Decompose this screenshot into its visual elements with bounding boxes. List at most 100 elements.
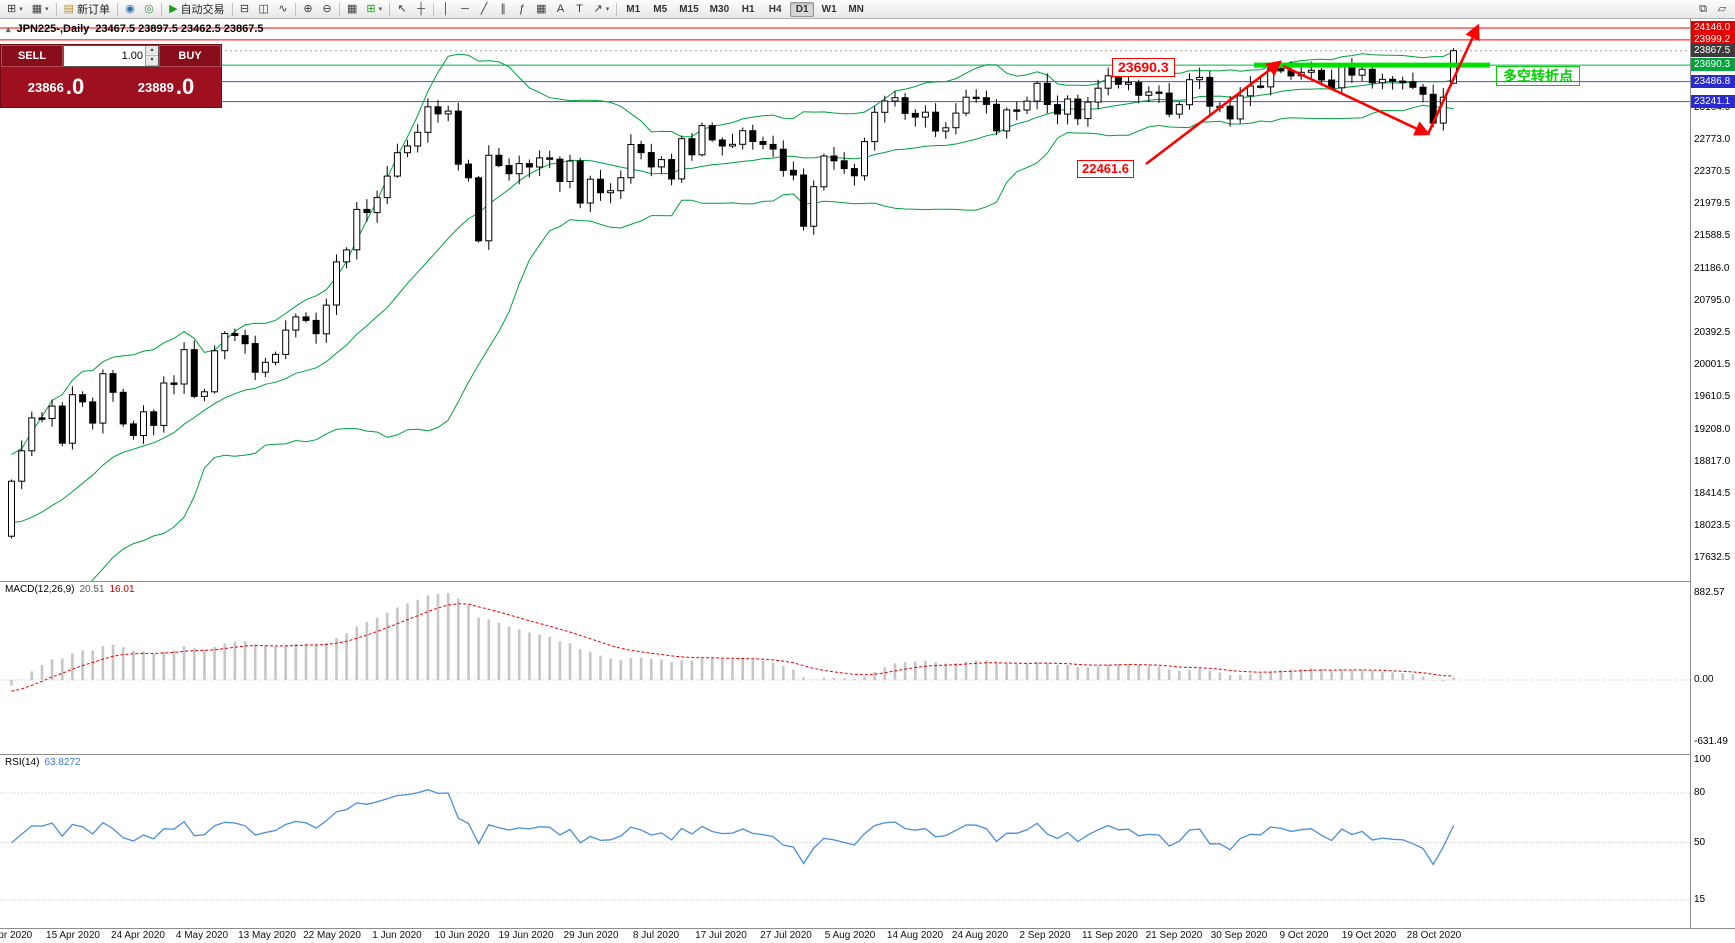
rsi-line <box>11 789 1455 866</box>
zoom-out-button[interactable]: ⊖ <box>318 1 336 17</box>
volume-spinner: ▴ ▾ <box>145 46 158 66</box>
time-axis[interactable]: 6 Apr 2020 15 Apr 2020 24 Apr 2020 4 May 20… <box>0 929 1735 943</box>
price-badge: 23690.3 <box>1691 58 1735 71</box>
horizontal-line-icon: ─ <box>461 3 469 15</box>
toolbar-separator <box>55 2 57 16</box>
macd-signal-value: 16.01 <box>109 584 135 595</box>
notes-button[interactable]: ▱ <box>1713 1 1731 17</box>
time-axis-label: 5 Aug 2020 <box>824 930 876 941</box>
macd-indicator-label: MACD(12,26,9) 20.51 16.01 <box>5 584 135 595</box>
time-axis-label: 28 Oct 2020 <box>1406 930 1462 941</box>
time-axis-label: 19 Jun 2020 <box>498 930 554 941</box>
trend-arrow-object[interactable] <box>1426 23 1480 135</box>
chart-symbol-icon: ▴ <box>6 23 11 34</box>
one-click-trading-panel: SELL 1.00 ▴ ▾ BUY 23866.0 23889.0 <box>0 44 222 108</box>
trend-arrow-object[interactable] <box>1145 60 1283 166</box>
rsi-scale-label: 50 <box>1694 837 1706 848</box>
time-axis-label: 24 Aug 2020 <box>951 930 1009 941</box>
data-window-button[interactable]: ◎ <box>140 1 158 17</box>
play-icon: ▶ <box>169 3 178 15</box>
price-chart-canvas[interactable] <box>0 19 1690 581</box>
horizontal-line-button[interactable]: ─ <box>456 1 474 17</box>
dropdown-caret-icon: ▾ <box>378 6 383 13</box>
turning-point-label[interactable]: 多空转折点 <box>1496 66 1580 86</box>
time-axis-label: 6 Apr 2020 <box>0 930 33 941</box>
trend-arrow-object[interactable] <box>1282 64 1431 136</box>
price-tick-label: 22773.0 <box>1694 134 1731 145</box>
timeframe-w1-button[interactable]: W1 <box>821 3 837 15</box>
cursor-button[interactable]: ↖ <box>393 1 411 17</box>
support-price-label[interactable]: 22461.6 <box>1077 160 1134 178</box>
rsi-subwindow[interactable] <box>0 754 1690 928</box>
text-icon: T <box>576 3 583 15</box>
tile-windows-button[interactable]: ▦ <box>343 1 361 17</box>
volume-input[interactable]: 1.00 <box>121 50 143 62</box>
dropdown-caret-icon: ▾ <box>605 6 610 13</box>
volume-increase-button[interactable]: ▴ <box>146 46 158 56</box>
timeframe-m1-button[interactable]: M1 <box>626 3 641 15</box>
autotrading-button-label: 自动交易 <box>180 4 225 16</box>
time-axis-label: 11 Sep 2020 <box>1082 930 1138 941</box>
fibonacci-icon: ƒ <box>519 3 526 15</box>
time-axis-label: 17 Jul 2020 <box>695 930 747 941</box>
channel-button[interactable]: ∥ <box>494 1 512 17</box>
chart-title: ▴ JPN225-,Daily 23467.5 23897.5 23462.5 … <box>6 23 264 35</box>
text-button[interactable]: T <box>570 1 588 17</box>
profiles-button[interactable]: ▦ ▾ <box>28 1 53 17</box>
bar-chart-button[interactable]: ⊟ <box>236 1 254 17</box>
new-order-button[interactable]: ▤ 新订单 <box>60 1 114 17</box>
buy-button[interactable]: BUY <box>159 45 221 67</box>
sell-price-button[interactable]: 23866.0 <box>1 67 111 107</box>
indicators-button[interactable]: ⊞ ▾ <box>362 1 386 17</box>
grid-button[interactable]: ▦ <box>532 1 550 17</box>
trendline-button[interactable]: ╱ <box>475 1 493 17</box>
toolbar-separator <box>231 2 233 16</box>
sell-button[interactable]: SELL <box>1 45 63 67</box>
timeframe-h1-button[interactable]: H1 <box>741 3 755 15</box>
candlestick-chart-button[interactable]: ◫ <box>255 1 273 17</box>
volume-decrease-button[interactable]: ▾ <box>146 56 158 66</box>
volume-field[interactable]: 1.00 ▴ ▾ <box>63 45 159 67</box>
autotrading-button[interactable]: ▶ 自动交易 <box>165 1 228 17</box>
resistance-price-label[interactable]: 23690.3 <box>1112 58 1175 77</box>
price-tick-label: 21588.5 <box>1694 230 1731 241</box>
time-axis-label: 9 Oct 2020 <box>1279 930 1329 941</box>
timeframe-m5-button[interactable]: M5 <box>653 3 668 15</box>
macd-panel-separator[interactable] <box>0 581 1735 582</box>
time-axis-label: 22 May 2020 <box>303 930 361 941</box>
time-axis-label: 21 Sep 2020 <box>1145 930 1203 941</box>
new-chart-button[interactable]: ⊞ ▾ <box>3 1 27 17</box>
timeframe-mn-button[interactable]: MN <box>848 3 864 15</box>
trendline-icon: ╱ <box>480 3 488 15</box>
zoom-in-button[interactable]: ⊕ <box>299 1 317 17</box>
timeframe-m30-button[interactable]: M30 <box>709 3 730 15</box>
toolbar-separator <box>161 2 163 16</box>
main-toolbar: ⊞ ▾ ▦ ▾ ▤ 新订单 ◉ ◎ ▶ 自动交易 ⊟ ◫ ∿ ⊕ ⊖ ▦ ⊞ ▾ ↖ ┼ │ ─ ╱ ∥ ƒ ▦ A T ↗ ▾ M1 M5 M… <box>0 0 1735 19</box>
time-axis-label: 29 Jun 2020 <box>563 930 619 941</box>
fibonacci-button[interactable]: ƒ <box>513 1 531 17</box>
buy-price-button[interactable]: 23889.0 <box>111 67 221 107</box>
market-watch-button[interactable]: ◉ <box>121 1 139 17</box>
crosshair-button[interactable]: ┼ <box>412 1 430 17</box>
dock-panel-button[interactable]: ⧉ <box>1694 1 1712 17</box>
rsi-panel-separator[interactable] <box>0 754 1735 755</box>
macd-scale-label: -631.49 <box>1694 736 1728 747</box>
timeframe-h4-button[interactable]: H4 <box>768 3 782 15</box>
macd-subwindow[interactable] <box>0 581 1690 754</box>
line-chart-icon: ∿ <box>278 3 288 15</box>
price-axis[interactable]: 23164.022773.022370.521979.521588.521186… <box>1691 19 1735 928</box>
market-watch-icon: ◉ <box>125 3 135 15</box>
sell-price-dec: .0 <box>65 74 85 99</box>
price-tick-label: 20795.0 <box>1694 295 1731 306</box>
timeframe-d1-button[interactable]: D1 <box>790 1 815 17</box>
crosshair-icon: ┼ <box>417 3 425 15</box>
toolbar-separator <box>294 2 296 16</box>
text-label-button[interactable]: A <box>551 1 569 17</box>
vertical-line-button[interactable]: │ <box>437 1 455 17</box>
price-tick-label: 20001.5 <box>1694 359 1731 370</box>
time-axis-label: 1 Jun 2020 <box>372 930 422 941</box>
timeframe-m15-button[interactable]: M15 <box>679 3 699 15</box>
arrows-button[interactable]: ↗ ▾ <box>589 1 613 17</box>
line-chart-button[interactable]: ∿ <box>274 1 292 17</box>
bollinger-lower-band <box>91 104 1454 581</box>
